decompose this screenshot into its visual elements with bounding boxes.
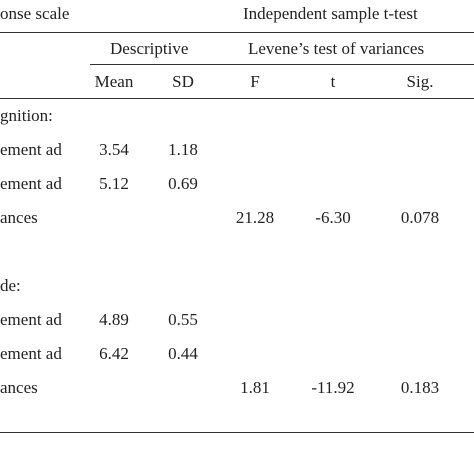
header-label: Independent sample t-test xyxy=(243,4,418,23)
cell: 0.078 xyxy=(400,208,440,227)
cell: 4.89 xyxy=(99,310,129,329)
header-label: Descriptive xyxy=(110,39,189,58)
cell: 21.28 xyxy=(235,208,275,227)
cell: 0.183 xyxy=(400,378,440,397)
row-label: ement ad xyxy=(0,174,62,193)
cell: -6.30 xyxy=(315,208,351,227)
column-header: F xyxy=(250,72,260,91)
rule xyxy=(0,432,474,433)
rule xyxy=(0,32,474,33)
row-label: ances xyxy=(0,378,38,397)
row-label: de: xyxy=(0,276,21,295)
header-label: onse scale xyxy=(0,4,70,23)
row-label: ement ad xyxy=(0,140,62,159)
row-label: gnition: xyxy=(0,106,53,125)
cell: -11.92 xyxy=(311,378,355,397)
rule xyxy=(0,98,474,99)
column-header: Sig. xyxy=(406,72,434,91)
cell: 1.18 xyxy=(168,140,198,159)
cell: 1.81 xyxy=(240,378,270,397)
cell: 3.54 xyxy=(99,140,129,159)
rule xyxy=(90,64,474,65)
cell: 6.42 xyxy=(99,344,129,363)
cell: 5.12 xyxy=(99,174,129,193)
column-header: Mean xyxy=(94,72,134,91)
column-header: SD xyxy=(172,72,194,91)
cell: 0.55 xyxy=(168,310,198,329)
cell: 0.69 xyxy=(168,174,198,193)
column-header: t xyxy=(330,72,336,91)
row-label: ement ad xyxy=(0,344,62,363)
header-label: Levene’s test of variances xyxy=(248,39,425,58)
cell: 0.44 xyxy=(168,344,198,363)
row-label: ances xyxy=(0,208,38,227)
row-label: ement ad xyxy=(0,310,62,329)
